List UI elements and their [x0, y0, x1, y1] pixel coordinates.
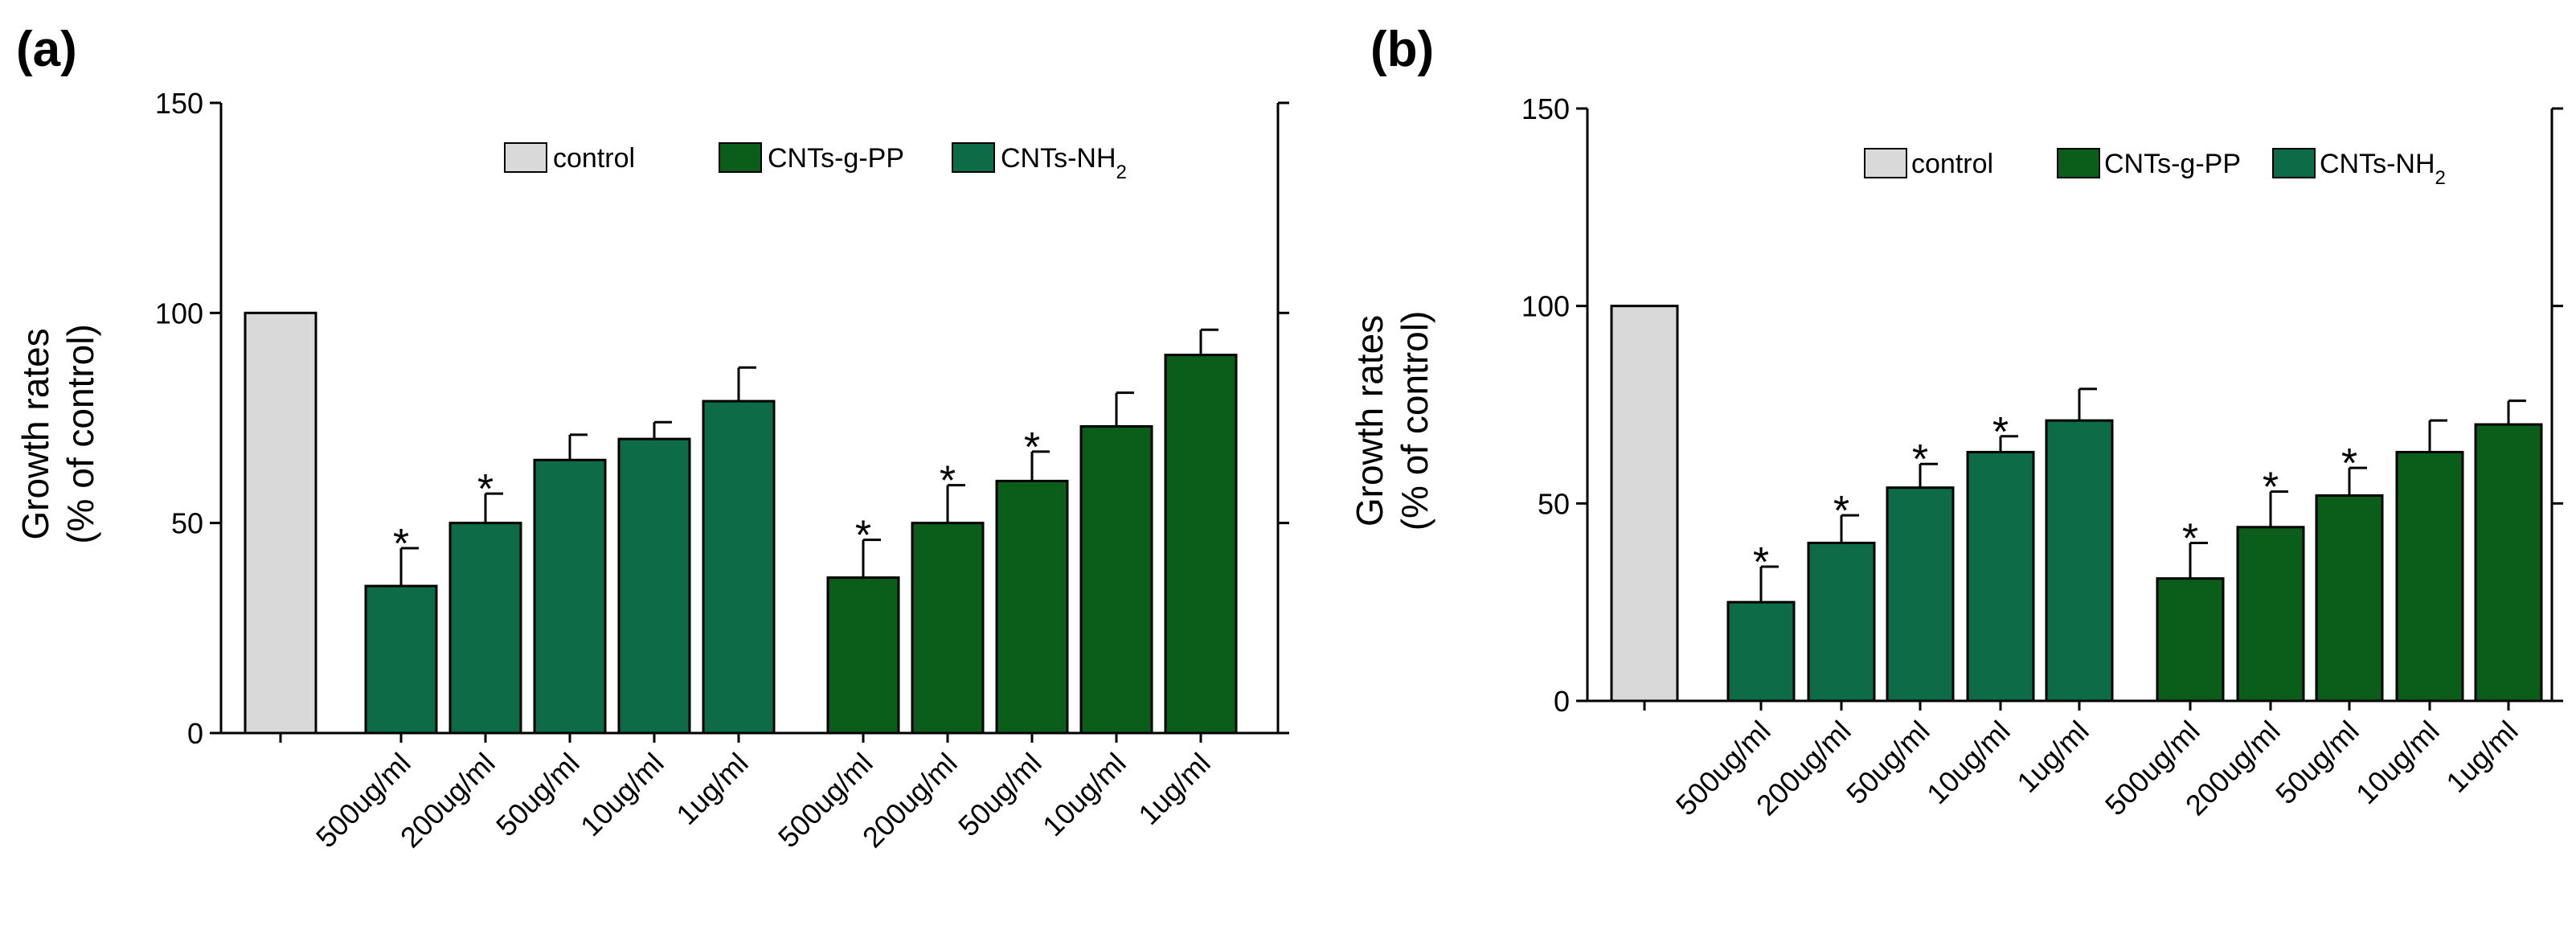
- panel-a-y-axis-title: Growth rates: [14, 328, 56, 539]
- panel-a-bar: [533, 458, 607, 735]
- panel-b-bar: [2395, 450, 2464, 702]
- panel-a-significance-star: *: [1024, 424, 1040, 471]
- panel-b-category-label: 10ug/ml: [1920, 715, 2017, 811]
- panel-a-category-label: 50ug/ml: [952, 747, 1048, 843]
- panel-b-y-axis-title: Growth rates: [1349, 315, 1390, 526]
- panel-a-y-tick-label: 0: [187, 717, 203, 750]
- panel-a-bar: [826, 576, 900, 735]
- panel-a-bar: [448, 522, 522, 735]
- panel-a-bar: [911, 522, 985, 735]
- panel-b-bar: [2474, 423, 2543, 702]
- panel-b-bar: [1726, 600, 1796, 702]
- panel-a-legend-swatch: [504, 142, 547, 173]
- panel-a-legend-swatch: [719, 142, 762, 173]
- panel-a-bar: [364, 584, 438, 735]
- panel-a-significance-star: *: [393, 521, 409, 567]
- panel-a-bar: [1164, 354, 1238, 735]
- panel-b-significance-star: *: [1992, 409, 2009, 456]
- panel-b-significance-star: *: [2263, 465, 2279, 511]
- panel-a-category-label: 200ug/ml: [856, 747, 964, 854]
- panel-b-bar: [1886, 486, 1955, 702]
- panel-b-y-tick-label: 150: [1521, 92, 1570, 125]
- panel-b-bar: [1966, 450, 2035, 702]
- panel-b-legend-label: CNTs-g-PP: [2104, 149, 2241, 179]
- panel-b-significance-star: *: [1912, 436, 1928, 483]
- panel-b-significance-star: *: [2182, 515, 2198, 562]
- panel-a-category-label: 1ug/ml: [1132, 747, 1216, 831]
- panel-b-category-label: 50ug/ml: [2269, 715, 2365, 811]
- panel-b-bar: [2045, 419, 2114, 702]
- panel-b: (b) *500ug/ml*200ug/ml*50ug/ml*10ug/ml1u…: [1349, 22, 2563, 821]
- panel-label-b: (b): [1370, 22, 1434, 77]
- panel-a-significance-star: *: [855, 513, 871, 559]
- panel-b-category-label: 50ug/ml: [1840, 715, 1936, 811]
- panel-a-category-label: 50ug/ml: [489, 747, 586, 843]
- panel-b-category-label: 1ug/ml: [2439, 715, 2524, 799]
- panel-b-legend-label: control: [1911, 149, 1993, 179]
- panel-a-y-tick-label: 50: [171, 507, 203, 540]
- panel-a-bar: [702, 399, 776, 735]
- panel-a-y-tick-label: 150: [155, 87, 203, 120]
- panel-b-category-label: 10ug/ml: [2349, 715, 2446, 811]
- panel-b-y-tick-label: 0: [1554, 685, 1570, 718]
- panel-b-significance-star: *: [2341, 440, 2357, 487]
- panel-b-y-tick-label: 50: [1538, 487, 1570, 520]
- panel-a-y-axis-title: (% of control): [59, 324, 101, 544]
- panel-a-bar: [1079, 424, 1153, 735]
- panel-b-category-label: 1ug/ml: [2010, 715, 2095, 799]
- panel-a-category-label: 1ug/ml: [670, 747, 754, 831]
- panel-b-significance-star: *: [1753, 539, 1769, 586]
- panel-a-legend-label: control: [553, 143, 635, 174]
- panel-b-bar: [2236, 526, 2305, 702]
- panel-label-a: (a): [16, 22, 77, 77]
- panel-b-bar: [2315, 494, 2384, 702]
- panel-a-bar: [995, 479, 1069, 735]
- panel-a-y-tick-label: 100: [155, 297, 203, 330]
- panel-b-legend-label: CNTs-NH2: [2320, 149, 2446, 189]
- panel-b-significance-star: *: [1833, 488, 1849, 535]
- panel-b-legend-swatch: [2272, 148, 2316, 178]
- panel-a-category-label: 10ug/ml: [1036, 747, 1132, 843]
- panel-b-legend-swatch: [1864, 148, 1907, 178]
- panel-a-significance-star: *: [477, 466, 493, 513]
- panel-b-legend-swatch: [2057, 148, 2100, 178]
- panel-a-legend-swatch: [952, 142, 995, 173]
- panel-a-category-label: 10ug/ml: [574, 747, 670, 843]
- panel-a-bar: [244, 311, 317, 735]
- panel-b-y-axis-title: (% of control): [1394, 311, 1435, 531]
- panel-b-bar: [1807, 541, 1876, 702]
- panel-a-bar: [617, 437, 691, 735]
- panel-b-y-tick-label: 100: [1521, 290, 1570, 323]
- panel-a-significance-star: *: [940, 458, 956, 505]
- panel-a-legend-label: CNTs-NH2: [1001, 143, 1127, 183]
- panel-b-bar: [1610, 305, 1679, 702]
- panel-a-category-label: 200ug/ml: [394, 747, 502, 854]
- panel-b-bar: [2156, 577, 2225, 702]
- panel-a-legend-label: CNTs-g-PP: [768, 143, 904, 174]
